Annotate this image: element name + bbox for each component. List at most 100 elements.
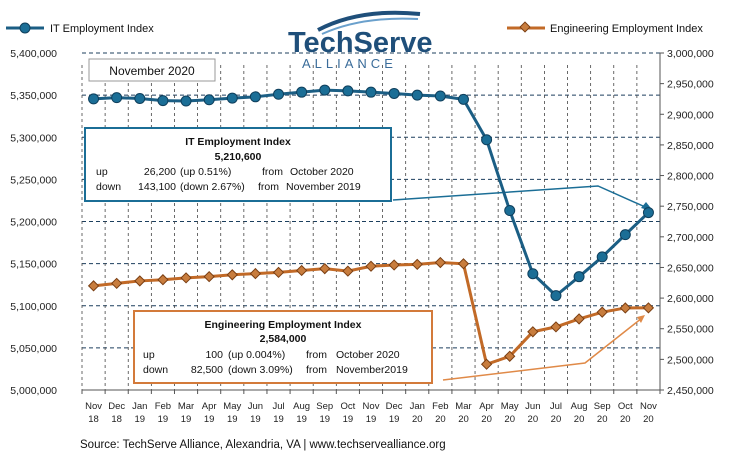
eng-point <box>411 258 423 271</box>
it-point <box>226 92 238 104</box>
x-tick-year: 19 <box>389 414 400 425</box>
eng-point <box>550 321 562 333</box>
x-tick-month: Mar <box>455 401 471 412</box>
left-tick-label: 5,350,000 <box>10 90 57 102</box>
eng-box-title: Engineering Employment Index <box>205 319 362 331</box>
legend-it: IT Employment Index <box>6 22 154 35</box>
date-label: November 2020 <box>109 64 195 78</box>
left-axis: 5,000,000 5,050,000 5,100,000 5,150,000 5,20… <box>10 48 57 397</box>
x-tick-month: May <box>501 401 519 412</box>
it-row1-period: October 2020 <box>290 166 354 178</box>
eng-point <box>249 267 262 280</box>
x-tick-year: 19 <box>158 414 169 425</box>
x-tick-month: Jan <box>132 401 147 412</box>
x-tick-month: Apr <box>202 401 217 412</box>
eng-series <box>87 256 655 370</box>
x-tick-month: Jun <box>248 401 263 412</box>
it-point <box>457 93 469 105</box>
x-tick-month: Nov <box>363 401 380 412</box>
x-tick-year: 20 <box>528 414 539 425</box>
eng-point <box>295 264 308 277</box>
right-tick-label: 2,750,000 <box>667 201 714 213</box>
logo-swoosh-inner-icon <box>321 17 419 35</box>
source-note: Source: TechServe Alliance, Alexandria, … <box>80 439 446 451</box>
logo-sub: ALLIANCE <box>302 56 397 71</box>
it-point <box>111 92 123 104</box>
x-tick-year: 19 <box>181 414 192 425</box>
it-info-box: IT Employment Index 5,210,600 up 26,200 … <box>84 127 392 202</box>
x-axis: Nov 18 Dec 18 Jan 19 Feb 19 Mar 19 Apr 19 May 19 Jun 19… <box>81 390 661 425</box>
x-tick-month: Apr <box>479 401 494 412</box>
eng-point <box>87 280 100 292</box>
x-tick-month: Feb <box>155 401 171 412</box>
right-tick-label: 2,950,000 <box>667 79 714 91</box>
eng-point <box>319 263 331 275</box>
it-point <box>157 95 169 107</box>
x-tick-year: 20 <box>412 414 423 425</box>
right-tick-label: 3,000,000 <box>667 48 714 60</box>
it-point <box>388 87 400 99</box>
legend-eng: Engineering Employment Index <box>507 21 703 35</box>
x-tick-month: Feb <box>432 401 448 412</box>
right-tick-label: 2,850,000 <box>667 140 714 152</box>
it-box-border <box>84 127 392 202</box>
x-tick-month: Dec <box>108 401 125 412</box>
x-tick-year: 20 <box>551 414 562 425</box>
left-tick-label: 5,200,000 <box>10 217 57 229</box>
legend-it-marker <box>19 22 31 34</box>
x-tick-year: 20 <box>435 414 446 425</box>
left-tick-label: 5,000,000 <box>10 385 57 397</box>
x-tick-year: 19 <box>135 414 146 425</box>
eng-point <box>365 260 377 272</box>
right-tick-label: 2,650,000 <box>667 262 714 274</box>
x-tick-month: Aug <box>571 401 588 412</box>
it-row2-amount: 143,100 <box>138 181 176 193</box>
x-tick-year: 19 <box>250 414 261 425</box>
it-row2-period: November 2019 <box>286 181 361 193</box>
it-point <box>619 229 631 241</box>
it-point <box>296 86 308 98</box>
eng-row2-period: November2019 <box>336 364 408 376</box>
left-tick-label: 5,300,000 <box>10 132 57 144</box>
x-tick-month: Nov <box>640 401 657 412</box>
eng-point <box>504 350 516 362</box>
eng-row2-pct: (down 3.09%) <box>228 364 293 376</box>
x-tick-month: Oct <box>340 401 355 412</box>
legend-it-label: IT Employment Index <box>50 23 154 35</box>
date-label-box <box>88 58 216 82</box>
x-tick-year: 20 <box>504 414 515 425</box>
eng-point <box>134 275 146 287</box>
legend-eng-marker <box>519 21 531 33</box>
x-tick-month: Oct <box>618 401 633 412</box>
it-point <box>504 205 516 217</box>
x-tick-month: Jul <box>272 401 284 412</box>
x-tick-year: 19 <box>273 414 284 425</box>
eng-row2-amount: 82,500 <box>191 364 223 376</box>
eng-point <box>596 306 608 318</box>
eng-point <box>619 302 631 314</box>
it-box-title: IT Employment Index <box>185 136 291 148</box>
left-tick-label: 5,050,000 <box>10 343 57 355</box>
it-point <box>249 91 261 103</box>
it-row1-pct: (up 0.51%) <box>180 166 231 178</box>
x-tick-month: Sep <box>316 401 333 412</box>
it-series <box>88 84 654 302</box>
eng-row1-pct: (up 0.004%) <box>228 349 285 361</box>
x-tick-month: Dec <box>386 401 403 412</box>
right-tick-label: 2,900,000 <box>667 109 714 121</box>
it-point <box>342 85 354 97</box>
legend-eng-label: Engineering Employment Index <box>550 23 703 35</box>
it-point <box>203 94 215 106</box>
it-point <box>550 290 562 302</box>
x-tick-year: 19 <box>343 414 354 425</box>
x-tick-year: 18 <box>88 414 99 425</box>
it-point <box>88 93 100 105</box>
eng-point <box>226 269 238 281</box>
logo-word: TechServe <box>288 27 433 59</box>
it-point <box>319 84 331 96</box>
right-tick-label: 2,600,000 <box>667 293 714 305</box>
left-tick-label: 5,100,000 <box>10 301 57 313</box>
it-point <box>273 88 285 100</box>
eng-row1-period: October 2020 <box>336 349 400 361</box>
right-tick-label: 2,550,000 <box>667 324 714 336</box>
